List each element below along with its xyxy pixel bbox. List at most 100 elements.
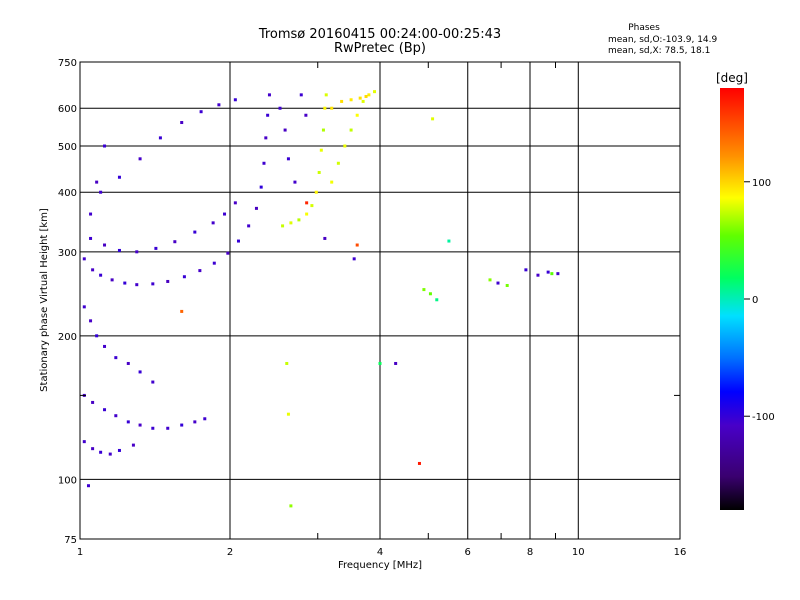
data-point-x bbox=[314, 190, 318, 194]
data-point-x bbox=[349, 98, 353, 102]
data-point-o bbox=[286, 157, 290, 161]
data-point-o bbox=[198, 269, 202, 273]
chart-title: Tromsø 20160415 00:24:00-00:25:43 bbox=[258, 27, 502, 42]
data-point-o bbox=[91, 268, 95, 272]
data-point-x bbox=[285, 361, 289, 365]
data-point-o bbox=[259, 185, 263, 189]
data-point-o bbox=[556, 272, 560, 276]
data-point-o bbox=[233, 201, 237, 205]
data-point-x bbox=[428, 292, 432, 296]
data-point-x bbox=[297, 218, 301, 222]
data-point-o bbox=[82, 305, 86, 309]
data-point-o bbox=[546, 270, 550, 274]
data-point-x bbox=[550, 272, 554, 276]
y-tick-label: 500 bbox=[58, 142, 77, 153]
data-point-x bbox=[281, 224, 285, 228]
data-point-o bbox=[99, 273, 103, 277]
data-point-x bbox=[330, 106, 334, 110]
data-point-o bbox=[323, 236, 327, 240]
y-tick-label: 100 bbox=[58, 475, 77, 486]
data-point-o bbox=[278, 106, 282, 110]
data-point-o bbox=[138, 370, 142, 374]
data-point-x bbox=[340, 99, 344, 103]
colorbar-ticks: 100 0 -100 bbox=[744, 178, 775, 423]
data-point-o bbox=[199, 110, 203, 114]
data-point-o bbox=[262, 161, 266, 165]
data-point-o bbox=[151, 380, 155, 384]
y-tick-label: 75 bbox=[64, 535, 77, 546]
data-point-o bbox=[108, 452, 112, 456]
x-axis-label: Frequency [MHz] bbox=[338, 560, 422, 571]
data-point-o bbox=[154, 246, 158, 250]
data-point-x bbox=[488, 278, 492, 282]
data-point-o bbox=[138, 157, 142, 161]
y-tick-label: 400 bbox=[58, 188, 77, 199]
y-axis-ticks: 75 100 200 300 400 500 600 750 bbox=[58, 58, 680, 546]
data-point-o bbox=[135, 283, 139, 287]
data-point-o bbox=[394, 361, 398, 365]
x-tick-label: 1 bbox=[77, 547, 83, 558]
data-point-other bbox=[447, 239, 451, 243]
x-tick-label: 10 bbox=[572, 547, 585, 558]
data-point-o bbox=[299, 93, 303, 97]
o-mode-stats: mean, sd,O:-103.9, 14.9 bbox=[608, 35, 718, 45]
data-point-o bbox=[123, 281, 127, 285]
data-point-o bbox=[89, 236, 93, 240]
y-tick-label: 300 bbox=[58, 248, 77, 259]
data-point-o bbox=[217, 103, 221, 107]
data-point-o bbox=[226, 251, 230, 255]
data-point-x bbox=[330, 180, 334, 184]
x-tick-label: 16 bbox=[674, 547, 687, 558]
data-points bbox=[82, 90, 560, 508]
data-point-o bbox=[247, 224, 251, 228]
colorbar-tick-label: 100 bbox=[752, 178, 771, 189]
data-point-o bbox=[180, 423, 184, 427]
data-point-o bbox=[103, 243, 107, 247]
data-point-x bbox=[317, 170, 321, 174]
data-point-o bbox=[103, 144, 107, 148]
data-point-x bbox=[373, 90, 377, 94]
data-point-o bbox=[166, 279, 170, 283]
data-point-o bbox=[193, 230, 197, 234]
colorbar-tick-label: 0 bbox=[752, 295, 758, 306]
data-point-o bbox=[95, 180, 99, 184]
data-point-o bbox=[103, 408, 107, 412]
data-point-x bbox=[289, 221, 293, 225]
data-point-o bbox=[126, 361, 130, 365]
chart-subtitle: RwPretec (Bp) bbox=[333, 41, 427, 56]
data-point-other bbox=[180, 309, 184, 313]
data-point-o bbox=[138, 423, 142, 427]
data-point-x bbox=[286, 412, 290, 416]
data-point-o bbox=[166, 426, 170, 430]
data-point-x bbox=[422, 288, 426, 292]
y-tick-label: 600 bbox=[58, 104, 77, 115]
data-point-o bbox=[293, 180, 297, 184]
data-point-o bbox=[266, 113, 270, 117]
data-point-o bbox=[131, 443, 135, 447]
data-point-o bbox=[352, 257, 356, 261]
data-point-o bbox=[114, 356, 118, 360]
colorbar-unit-label: [deg] bbox=[716, 71, 748, 85]
data-point-x bbox=[358, 96, 362, 100]
data-point-x bbox=[349, 128, 353, 132]
data-point-o bbox=[95, 334, 99, 338]
data-point-other bbox=[417, 461, 421, 465]
data-point-o bbox=[99, 450, 103, 454]
data-point-o bbox=[117, 448, 121, 452]
data-point-o bbox=[117, 248, 121, 252]
data-point-o bbox=[114, 414, 118, 418]
data-point-x bbox=[336, 161, 340, 165]
data-point-o bbox=[110, 278, 114, 282]
data-point-o bbox=[536, 273, 540, 277]
data-point-x bbox=[361, 99, 365, 103]
data-point-o bbox=[89, 319, 93, 323]
data-point-o bbox=[103, 344, 107, 348]
data-point-x bbox=[319, 148, 323, 152]
data-point-o bbox=[203, 417, 207, 421]
data-point-x bbox=[289, 504, 293, 508]
data-point-o bbox=[86, 484, 90, 488]
data-point-other bbox=[435, 298, 439, 302]
data-point-o bbox=[264, 136, 268, 140]
data-point-o bbox=[91, 400, 95, 404]
data-point-x bbox=[431, 117, 435, 121]
